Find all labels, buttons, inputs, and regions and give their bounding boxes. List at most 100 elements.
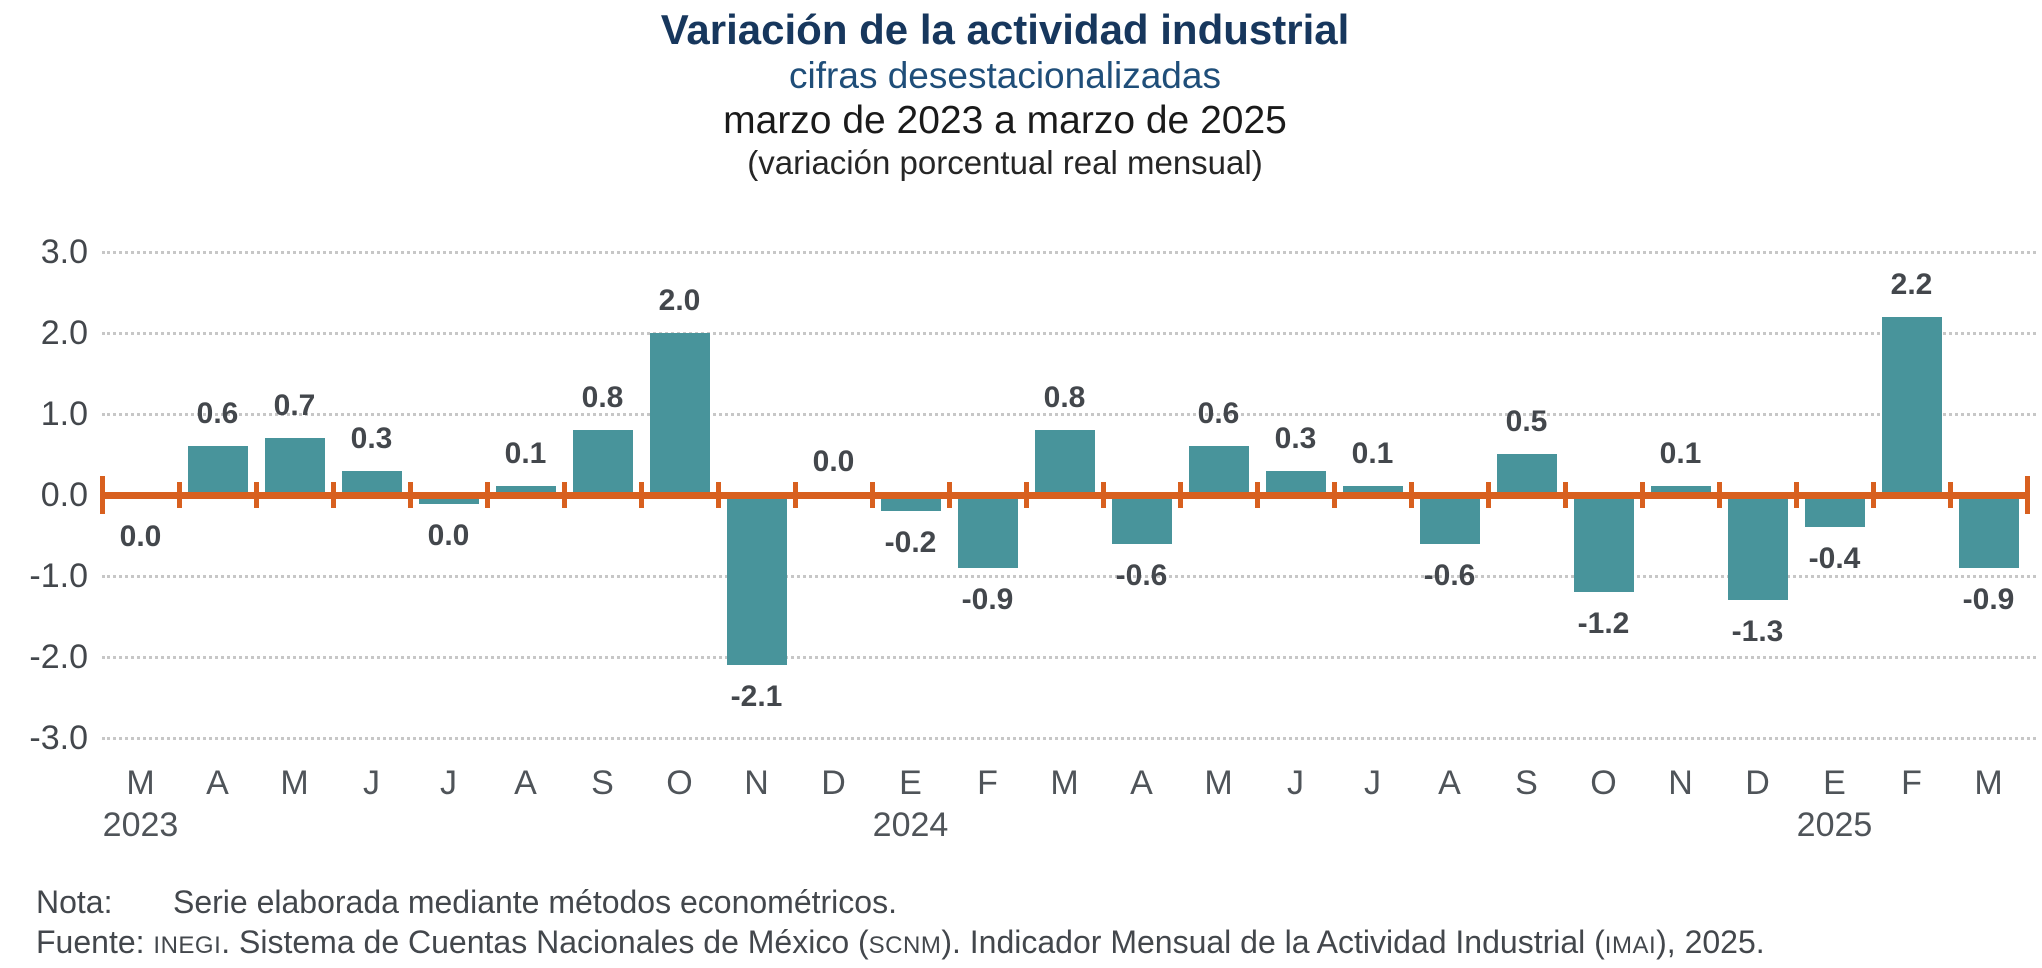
x-month-label: A	[206, 764, 229, 802]
x-month-label: N	[1668, 764, 1693, 802]
axis-tick	[1948, 482, 1953, 508]
bar-value-label: 0.1	[1659, 437, 1702, 470]
footer-note-row: Nota: Serie elaborada mediante métodos e…	[36, 882, 2042, 922]
grid-line	[102, 332, 2036, 335]
bar-value-label: -0.9	[961, 583, 1014, 616]
chart-subtitle: cifras desestacionalizadas	[789, 55, 1221, 96]
axis-tick	[947, 482, 952, 508]
axis-tick	[870, 482, 875, 508]
x-year-label: 2025	[1796, 806, 1873, 844]
bar	[1111, 495, 1172, 544]
bar-value-label: -0.9	[1962, 583, 2015, 616]
grid-line	[102, 656, 2036, 659]
y-tick-label: 0.0	[40, 476, 88, 514]
x-month-label: M	[1974, 764, 2003, 802]
y-tick-label: 1.0	[40, 395, 88, 433]
bar-value-label: -1.3	[1731, 615, 1784, 648]
bar-value-label: -2.1	[730, 680, 783, 713]
y-tick-label: -1.0	[29, 557, 88, 595]
x-month-label: F	[1901, 764, 1922, 802]
bar-value-label: 0.8	[1043, 381, 1086, 414]
bar	[572, 430, 633, 495]
axis-tick	[793, 482, 798, 508]
bar	[1650, 486, 1711, 495]
axis-tick	[639, 482, 644, 508]
bar	[341, 471, 402, 495]
axis-tick	[1178, 482, 1183, 508]
axis-tick	[100, 476, 105, 514]
x-month-label: D	[1745, 764, 1770, 802]
bar	[187, 446, 248, 495]
axis-tick	[1640, 482, 1645, 508]
bar-value-label: 0.6	[196, 397, 239, 430]
axis-tick	[1486, 482, 1491, 508]
source-text-2: ). Indicador Mensual de la Actividad Ind…	[941, 924, 1605, 960]
bar-value-label: 0.3	[350, 422, 393, 455]
source-text-3: ), 2025.	[1656, 924, 1765, 960]
bar	[649, 333, 710, 495]
bar-value-label: 0.0	[812, 445, 855, 478]
bar	[1573, 495, 1634, 592]
note-text: Serie elaborada mediante métodos economé…	[173, 884, 897, 920]
bar-value-label: 0.1	[1351, 437, 1394, 470]
axis-tick	[331, 482, 336, 508]
x-month-label: J	[440, 764, 457, 802]
source-text-1: . Sistema de Cuentas Nacionales de Méxic…	[221, 924, 869, 960]
bar-value-label: -0.2	[884, 526, 937, 559]
bar-value-label: 0.8	[581, 381, 624, 414]
grid-line	[102, 251, 2036, 254]
bar	[726, 495, 787, 665]
x-month-label: E	[899, 764, 922, 802]
axis-tick	[2025, 476, 2030, 514]
bar-value-label: -1.2	[1577, 607, 1630, 640]
axis-tick	[1255, 482, 1260, 508]
x-year-label: 2023	[102, 806, 179, 844]
note-label: Nota:	[36, 884, 113, 920]
bar-value-label: 2.0	[658, 284, 701, 317]
bar-value-label: 0.7	[273, 389, 316, 422]
x-month-label: J	[1287, 764, 1304, 802]
x-month-label: A	[1438, 764, 1461, 802]
bar-value-label: 0.6	[1197, 397, 1240, 430]
source-label: Fuente:	[36, 924, 154, 960]
source-imai-acronym: IMAI	[1604, 932, 1657, 959]
bar	[1419, 495, 1480, 544]
x-month-label: F	[977, 764, 998, 802]
axis-tick	[562, 482, 567, 508]
y-tick-label: -3.0	[29, 719, 88, 757]
grid-line	[102, 413, 2036, 416]
bar	[1188, 446, 1249, 495]
bar	[957, 495, 1018, 568]
source-scnm-acronym: SCNM	[868, 932, 942, 959]
y-tick-label: 3.0	[40, 233, 88, 271]
bar	[1958, 495, 2019, 568]
x-month-label: M	[280, 764, 309, 802]
chart-footer: Nota: Serie elaborada mediante métodos e…	[36, 882, 2042, 966]
x-month-label: N	[744, 764, 769, 802]
x-month-label: A	[514, 764, 537, 802]
source-inegi-acronym: INEGI	[153, 932, 222, 959]
axis-tick	[1563, 482, 1568, 508]
grid-line	[102, 737, 2036, 740]
axis-tick	[485, 482, 490, 508]
x-year-label: 2024	[872, 806, 949, 844]
x-month-label: O	[666, 764, 693, 802]
y-tick-label: 2.0	[40, 314, 88, 352]
y-tick-label: -2.0	[29, 638, 88, 676]
bar	[1804, 495, 1865, 527]
x-month-label: O	[1590, 764, 1617, 802]
x-month-label: S	[1515, 764, 1538, 802]
bar-value-label: 0.5	[1505, 405, 1548, 438]
axis-tick	[716, 482, 721, 508]
bar-value-label: 2.2	[1890, 268, 1933, 301]
bar	[1034, 430, 1095, 495]
zero-axis-line	[102, 492, 2027, 499]
x-month-label: E	[1823, 764, 1846, 802]
bar	[1265, 471, 1326, 495]
x-month-label: J	[363, 764, 380, 802]
chart-title: Variación de la actividad industrial	[660, 6, 1350, 53]
bar	[1496, 454, 1557, 495]
axis-tick	[1871, 482, 1876, 508]
